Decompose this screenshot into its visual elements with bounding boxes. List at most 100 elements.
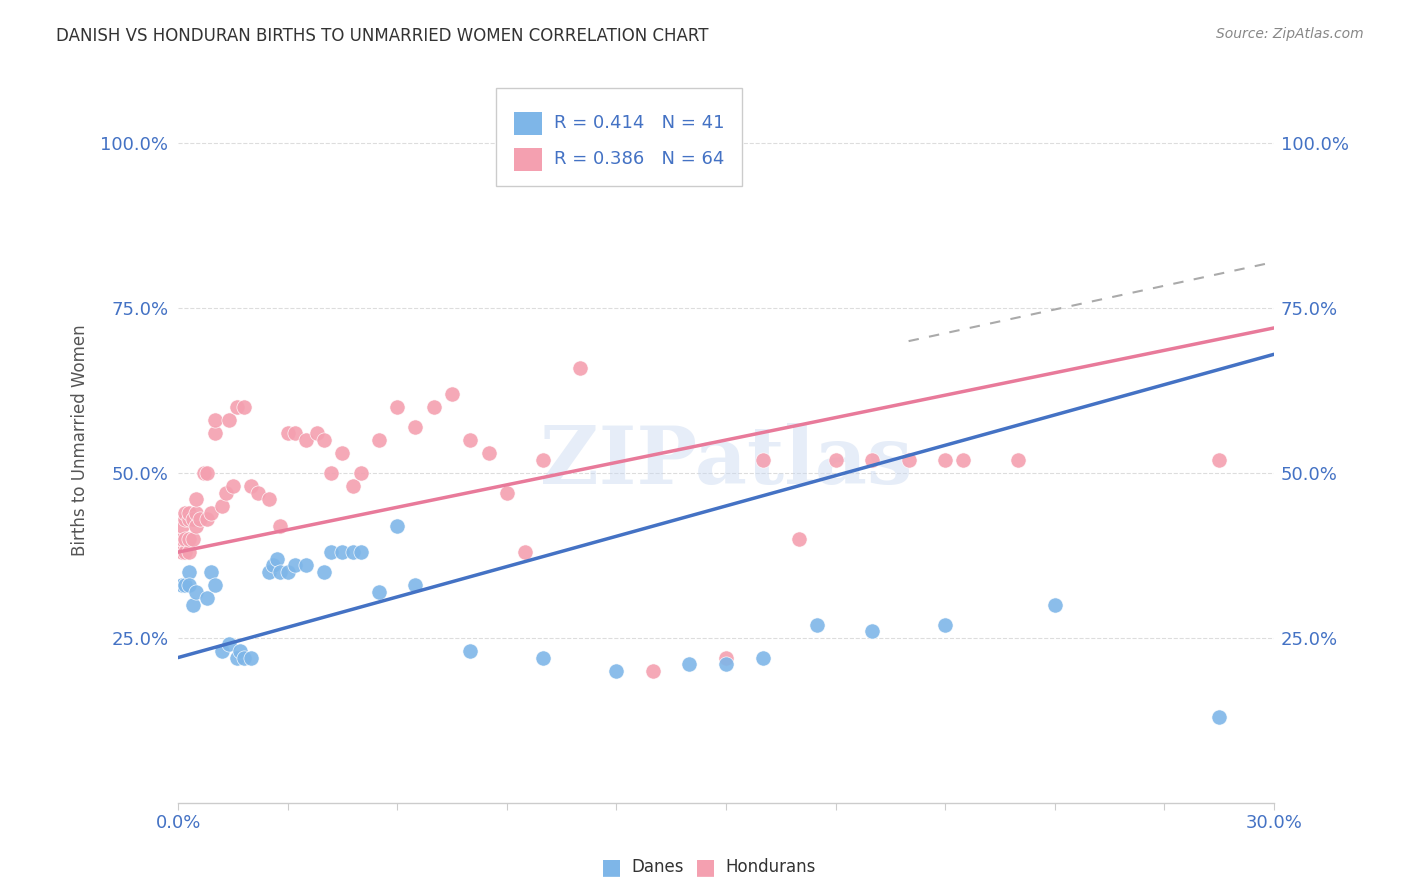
Point bbox=[714, 650, 737, 665]
Point bbox=[174, 578, 197, 592]
Point bbox=[641, 664, 664, 678]
FancyBboxPatch shape bbox=[515, 148, 541, 171]
Point bbox=[295, 558, 318, 573]
Point bbox=[204, 413, 226, 427]
Point bbox=[186, 506, 208, 520]
Point bbox=[266, 551, 288, 566]
Point bbox=[170, 532, 193, 546]
Point bbox=[342, 545, 364, 559]
Point bbox=[277, 426, 299, 441]
Point bbox=[897, 452, 920, 467]
Point bbox=[170, 578, 193, 592]
Point bbox=[170, 518, 193, 533]
Point bbox=[314, 565, 336, 579]
Point bbox=[218, 637, 240, 651]
Point bbox=[405, 420, 427, 434]
Point bbox=[181, 532, 204, 546]
Point bbox=[177, 545, 200, 559]
Point bbox=[321, 466, 343, 480]
Text: DANISH VS HONDURAN BIRTHS TO UNMARRIED WOMEN CORRELATION CHART: DANISH VS HONDURAN BIRTHS TO UNMARRIED W… bbox=[56, 27, 709, 45]
Point bbox=[458, 433, 481, 447]
FancyBboxPatch shape bbox=[496, 88, 742, 186]
Point bbox=[806, 617, 828, 632]
Point bbox=[269, 518, 291, 533]
Point bbox=[259, 565, 281, 579]
Point bbox=[222, 479, 245, 493]
Point bbox=[342, 479, 364, 493]
Point bbox=[277, 565, 299, 579]
FancyBboxPatch shape bbox=[515, 112, 541, 135]
Point bbox=[186, 518, 208, 533]
Point bbox=[204, 578, 226, 592]
Point bbox=[824, 452, 846, 467]
Point bbox=[177, 565, 200, 579]
Point bbox=[387, 400, 409, 414]
Point bbox=[186, 492, 208, 507]
Point bbox=[314, 433, 336, 447]
Point bbox=[350, 545, 373, 559]
Point bbox=[368, 433, 391, 447]
Point bbox=[284, 426, 307, 441]
Point bbox=[188, 512, 211, 526]
Point bbox=[262, 558, 284, 573]
Point bbox=[229, 644, 252, 658]
Point bbox=[1043, 598, 1066, 612]
Point bbox=[247, 485, 270, 500]
Point bbox=[174, 506, 197, 520]
Point bbox=[218, 413, 240, 427]
Point bbox=[321, 545, 343, 559]
Text: ZIPatlas: ZIPatlas bbox=[540, 423, 912, 500]
Point bbox=[177, 532, 200, 546]
Point bbox=[860, 452, 883, 467]
Point bbox=[405, 578, 427, 592]
Point bbox=[332, 446, 354, 460]
Point bbox=[387, 518, 409, 533]
Text: Hondurans: Hondurans bbox=[725, 858, 815, 876]
Y-axis label: Births to Unmarried Women: Births to Unmarried Women bbox=[72, 324, 89, 556]
Point bbox=[240, 479, 263, 493]
Point bbox=[211, 499, 233, 513]
Text: R = 0.386   N = 64: R = 0.386 N = 64 bbox=[554, 151, 724, 169]
Point bbox=[284, 558, 307, 573]
Point bbox=[350, 466, 373, 480]
Text: ■: ■ bbox=[696, 857, 716, 877]
Point bbox=[181, 598, 204, 612]
Point bbox=[174, 545, 197, 559]
Point bbox=[1007, 452, 1029, 467]
Point bbox=[174, 512, 197, 526]
Point bbox=[787, 532, 810, 546]
Point bbox=[177, 578, 200, 592]
Point bbox=[225, 650, 247, 665]
Point bbox=[259, 492, 281, 507]
Point bbox=[513, 545, 536, 559]
Point bbox=[495, 485, 517, 500]
Point bbox=[195, 591, 218, 606]
Text: Danes: Danes bbox=[631, 858, 683, 876]
Point bbox=[440, 387, 463, 401]
Point bbox=[204, 426, 226, 441]
Point bbox=[751, 452, 773, 467]
Point bbox=[177, 506, 200, 520]
Point bbox=[193, 466, 215, 480]
Point bbox=[714, 657, 737, 672]
Point bbox=[211, 644, 233, 658]
Point bbox=[181, 512, 204, 526]
Point bbox=[240, 650, 263, 665]
Text: R = 0.414   N = 41: R = 0.414 N = 41 bbox=[554, 114, 724, 132]
Point bbox=[214, 485, 236, 500]
Point bbox=[200, 506, 222, 520]
Point bbox=[531, 452, 554, 467]
Point bbox=[195, 466, 218, 480]
Point bbox=[186, 584, 208, 599]
Point bbox=[531, 650, 554, 665]
Point bbox=[170, 545, 193, 559]
Point bbox=[232, 650, 254, 665]
Point bbox=[1208, 710, 1230, 724]
Point bbox=[177, 512, 200, 526]
Point bbox=[568, 360, 591, 375]
Point bbox=[295, 433, 318, 447]
Point bbox=[1208, 452, 1230, 467]
Point bbox=[174, 532, 197, 546]
Text: ■: ■ bbox=[602, 857, 621, 877]
Point bbox=[934, 452, 956, 467]
